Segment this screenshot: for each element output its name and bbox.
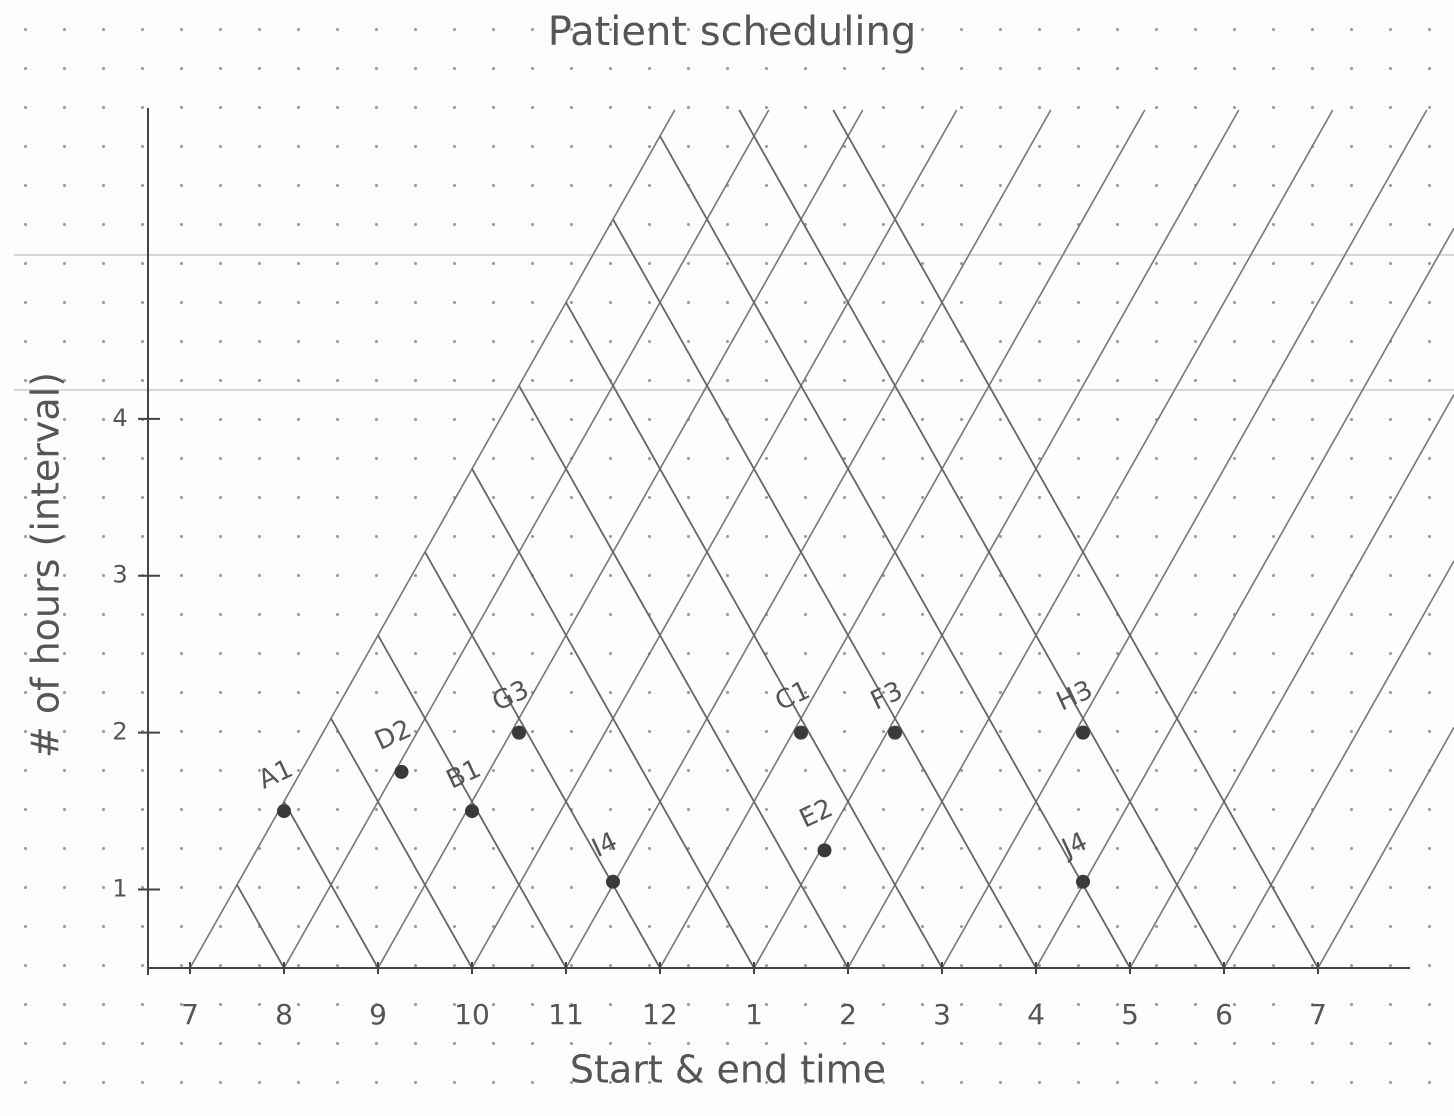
lattice-line: [236, 884, 285, 969]
lattice-line: [753, 109, 1240, 969]
point: [394, 764, 409, 779]
y-tick-label: 1: [112, 875, 127, 903]
point-label: H3: [1052, 675, 1097, 717]
lattice-line: [659, 109, 1146, 969]
lattice-line: [189, 109, 676, 969]
x-tick-label: 3: [933, 998, 951, 1031]
x-tick-label: 7: [181, 998, 199, 1031]
x-tick-label: 12: [642, 998, 678, 1031]
lattice-line: [565, 302, 943, 969]
x-tick-label: 2: [839, 998, 857, 1031]
lattice-line: [283, 801, 379, 969]
point-label: I4: [587, 827, 622, 864]
x-tick-label: 6: [1215, 998, 1233, 1031]
lattice-line: [283, 109, 770, 969]
lattice-line: [424, 551, 661, 969]
lattice: [189, 109, 1454, 969]
y-tick-label: 3: [112, 561, 127, 589]
point-label: C1: [771, 675, 815, 717]
chart-title: Patient scheduling: [548, 9, 917, 55]
point: [1076, 725, 1090, 740]
lattice-line: [832, 109, 1319, 969]
point: [794, 725, 808, 740]
x-tick-label: 9: [369, 998, 387, 1031]
point-label: E2: [795, 793, 838, 834]
x-tick-label: 1: [745, 998, 763, 1031]
x-tick-label: 7: [1309, 998, 1327, 1031]
point-label: G3: [488, 675, 534, 718]
lattice-line: [659, 135, 1131, 969]
lattice-line: [330, 717, 473, 969]
x-tick-label: 5: [1121, 998, 1139, 1031]
lattice-line: [1223, 560, 1454, 969]
lattice-line: [377, 109, 864, 969]
point: [817, 843, 832, 858]
lattice-line: [738, 109, 1225, 969]
point: [277, 804, 291, 819]
lattice-line: [471, 109, 958, 969]
point: [888, 725, 902, 740]
y-axis-label: # of hours (interval): [24, 372, 68, 758]
point-label: F3: [866, 676, 907, 717]
point: [512, 725, 526, 740]
lattice-line: [1035, 227, 1454, 969]
lattice-line: [471, 468, 755, 969]
point: [606, 874, 620, 889]
y-tick-label: 4: [112, 404, 127, 432]
lattice-line: [612, 218, 1037, 969]
point: [1076, 874, 1090, 889]
x-axis-label: Start & end time: [570, 1048, 886, 1092]
x-tick-label: 11: [548, 998, 584, 1031]
lattice-line: [847, 109, 1334, 969]
x-tick-label: 8: [275, 998, 293, 1031]
lattice-line: [377, 634, 567, 969]
lattice-line: [941, 109, 1428, 969]
lattice-line: [518, 385, 849, 969]
point: [465, 804, 479, 819]
x-tick-label: 10: [454, 998, 490, 1031]
lattice-line: [565, 109, 1052, 969]
lattice-line: [1129, 394, 1454, 969]
point-label: D2: [370, 714, 416, 757]
lattice-line: [1317, 726, 1454, 969]
y-tick-label: 2: [112, 718, 127, 746]
point-label: J4: [1056, 827, 1092, 865]
x-tick-label: 4: [1027, 998, 1045, 1031]
